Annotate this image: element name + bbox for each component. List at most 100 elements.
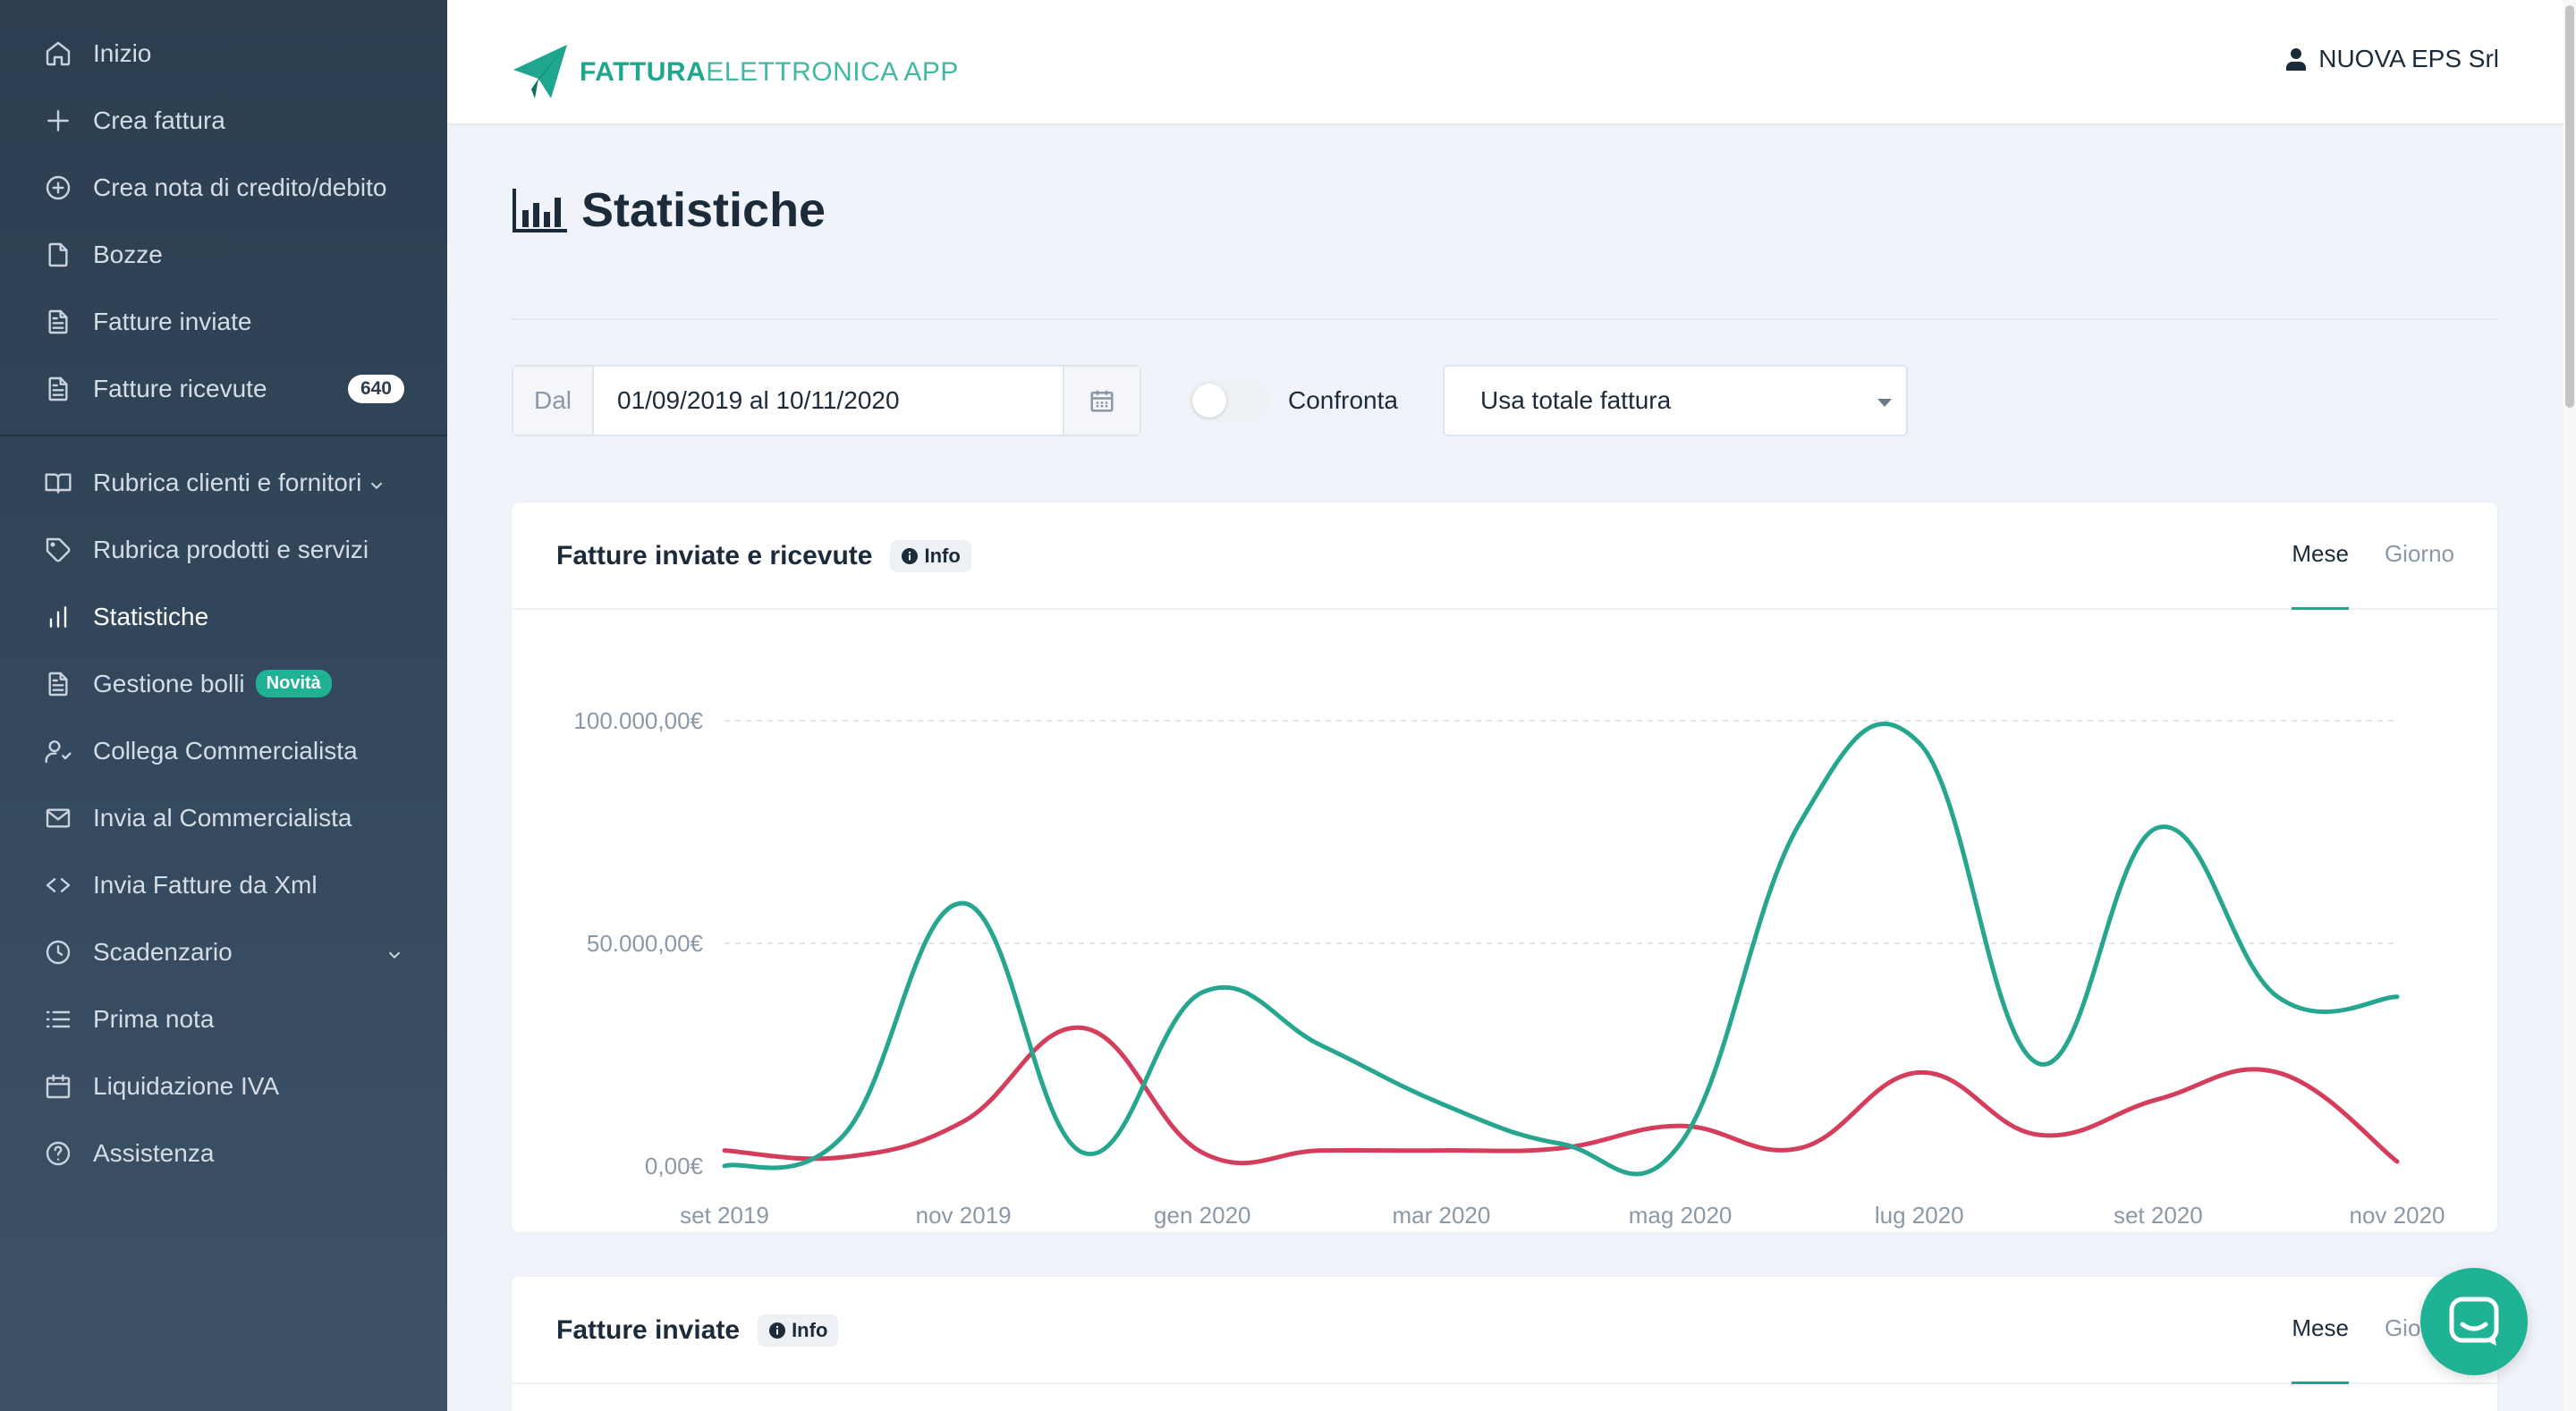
sidebar-item-label: Collega Commercialista — [93, 736, 358, 765]
sidebar-item-statistiche[interactable]: Statistiche — [0, 583, 447, 650]
calendar-icon — [43, 1071, 73, 1102]
sidebar-item-crea-fattura[interactable]: Crea fattura — [0, 87, 447, 154]
sidebar-item-bozze[interactable]: Bozze — [0, 221, 447, 288]
card-title: Fatture inviate Info — [556, 1314, 839, 1347]
home-icon — [43, 38, 73, 69]
user-name: NUOVA EPS Srl — [2318, 45, 2499, 72]
date-range-input[interactable] — [594, 367, 1063, 435]
series-line — [722, 1025, 2400, 1166]
select-value: Usa totale fattura — [1479, 386, 1672, 414]
file-text-icon — [43, 669, 73, 699]
x-tick-label: nov 2020 — [2350, 1202, 2445, 1229]
sidebar-item-assistenza[interactable]: Assistenza — [0, 1120, 447, 1187]
sidebar-item-inizio[interactable]: Inizio — [0, 20, 447, 87]
plus-circle-icon — [43, 173, 73, 203]
app-logo[interactable]: FATTURAELETTRONICA APP — [512, 43, 959, 102]
x-tick-label: mag 2020 — [1629, 1202, 1733, 1229]
sidebar-item-label: Inizio — [93, 38, 152, 67]
x-tick-label: mar 2020 — [1393, 1202, 1491, 1229]
sidebar-item-label: Scadenzario — [93, 937, 233, 966]
support-chat-button[interactable] — [2420, 1268, 2528, 1375]
bar-chart-icon — [43, 602, 73, 632]
file-text-icon — [43, 307, 73, 337]
calendar-button[interactable] — [1063, 367, 1140, 435]
user-icon — [2286, 48, 2307, 71]
tag-icon — [43, 535, 73, 565]
logo-text: FATTURAELETTRONICA APP — [580, 57, 959, 88]
chevron-down-icon[interactable] — [385, 942, 404, 962]
sidebar-item-label: Prima nota — [93, 1004, 215, 1033]
sidebar-item-rubrica-prodotti[interactable]: Rubrica prodotti e servizi — [0, 516, 447, 583]
sidebar-item-invia-commercialista[interactable]: Invia al Commercialista — [0, 784, 447, 851]
compare-toggle[interactable] — [1188, 379, 1270, 422]
x-tick-label: lug 2020 — [1875, 1202, 1964, 1229]
card-header: Fatture inviate Info Mese Giorno — [512, 1277, 2497, 1384]
sidebar-item-label: Fatture ricevute — [93, 374, 267, 402]
y-tick-label: 50.000,00€ — [587, 930, 704, 957]
top-header: FATTURAELETTRONICA APP NUOVA EPS Srl — [447, 0, 2576, 125]
chart-card-sent: Fatture inviate Info Mese Giorno — [512, 1277, 2497, 1411]
bar-chart-icon — [513, 189, 567, 232]
line-chart: 0,00€ 50.000,00€ 100.000,00€ set 2019 nov 20… — [573, 707, 2445, 1229]
x-tick-label: set 2020 — [2114, 1202, 2203, 1229]
sidebar-item-gestione-bolli[interactable]: Gestione bolli Novità — [0, 650, 447, 717]
scrollbar-thumb[interactable] — [2565, 5, 2574, 408]
book-icon — [43, 468, 73, 498]
date-prefix-label: Dal — [513, 367, 594, 435]
list-icon — [43, 1004, 73, 1035]
sidebar-item-label: Liquidazione IVA — [93, 1071, 280, 1100]
sidebar-item-label: Crea nota di credito/debito — [93, 173, 387, 201]
mail-icon — [43, 803, 73, 833]
page-scrollbar[interactable] — [2563, 0, 2576, 1411]
compare-toggle-label: Confronta — [1288, 386, 1398, 414]
logo-text-strong: FATTURA — [580, 57, 707, 87]
x-tick-label: nov 2019 — [916, 1202, 1012, 1229]
tab-mese[interactable]: Mese — [2292, 540, 2349, 610]
card-title: Fatture inviate e ricevute Info — [556, 540, 971, 572]
y-tick-label: 0,00€ — [645, 1153, 704, 1179]
sidebar-item-label: Rubrica prodotti e servizi — [93, 535, 369, 563]
page-title-text: Statistiche — [581, 183, 826, 237]
info-icon — [902, 548, 919, 564]
sidebar-item-prima-nota[interactable]: Prima nota — [0, 985, 447, 1052]
sidebar-item-rubrica-clienti[interactable]: Rubrica clienti e fornitori — [0, 449, 447, 516]
x-tick-label: set 2019 — [680, 1202, 769, 1229]
file-icon — [43, 240, 73, 270]
series-line — [722, 722, 2400, 1177]
tab-giorno[interactable]: Giorno — [2384, 540, 2454, 567]
filter-bar: Dal Confronta Usa totale fattura — [512, 365, 1908, 436]
sidebar-item-label: Invia Fatture da Xml — [93, 870, 318, 899]
dropdown-arrow-icon — [1877, 399, 1892, 407]
card-title-text: Fatture inviate e ricevute — [556, 541, 873, 570]
date-range-group: Dal — [512, 365, 1141, 436]
total-mode-select[interactable]: Usa totale fattura — [1442, 365, 1908, 436]
sidebar-item-label: Rubrica clienti e fornitori — [93, 468, 362, 496]
logo-text-light: ELETTRONICA APP — [706, 57, 959, 87]
info-icon — [769, 1322, 786, 1339]
sidebar-item-label: Fatture inviate — [93, 307, 252, 335]
chevron-down-icon[interactable] — [367, 473, 386, 493]
sidebar-item-invia-xml[interactable]: Invia Fatture da Xml — [0, 851, 447, 918]
file-text-icon — [43, 374, 73, 404]
plus-icon — [43, 106, 73, 136]
sidebar-item-label: Statistiche — [93, 602, 209, 630]
sidebar-item-scadenzario[interactable]: Scadenzario — [0, 918, 447, 985]
info-badge[interactable]: Info — [758, 1314, 839, 1347]
info-badge[interactable]: Info — [890, 540, 971, 572]
clock-icon — [43, 937, 73, 967]
sidebar-item-collega-commercialista[interactable]: Collega Commercialista — [0, 717, 447, 784]
sidebar-item-fatture-inviate[interactable]: Fatture inviate — [0, 288, 447, 355]
sidebar-item-label: Invia al Commercialista — [93, 803, 352, 832]
sidebar-item-fatture-ricevute[interactable]: Fatture ricevute 640 — [0, 355, 447, 422]
sidebar-item-crea-nota[interactable]: Crea nota di credito/debito — [0, 154, 447, 221]
sidebar-item-liquidazione-iva[interactable]: Liquidazione IVA — [0, 1052, 447, 1120]
tab-mese[interactable]: Mese — [2292, 1314, 2349, 1384]
chart-card-sent-received: Fatture inviate e ricevute Info Mese Gio… — [512, 503, 2497, 1232]
sidebar-item-label: Gestione bolli — [93, 669, 245, 697]
paper-plane-icon — [513, 45, 567, 98]
help-circle-icon — [43, 1138, 73, 1169]
x-tick-label: gen 2020 — [1154, 1202, 1250, 1229]
page-title: Statistiche — [512, 182, 826, 238]
sidebar-item-label: Bozze — [93, 240, 163, 268]
user-menu[interactable]: NUOVA EPS Srl — [2286, 45, 2499, 73]
